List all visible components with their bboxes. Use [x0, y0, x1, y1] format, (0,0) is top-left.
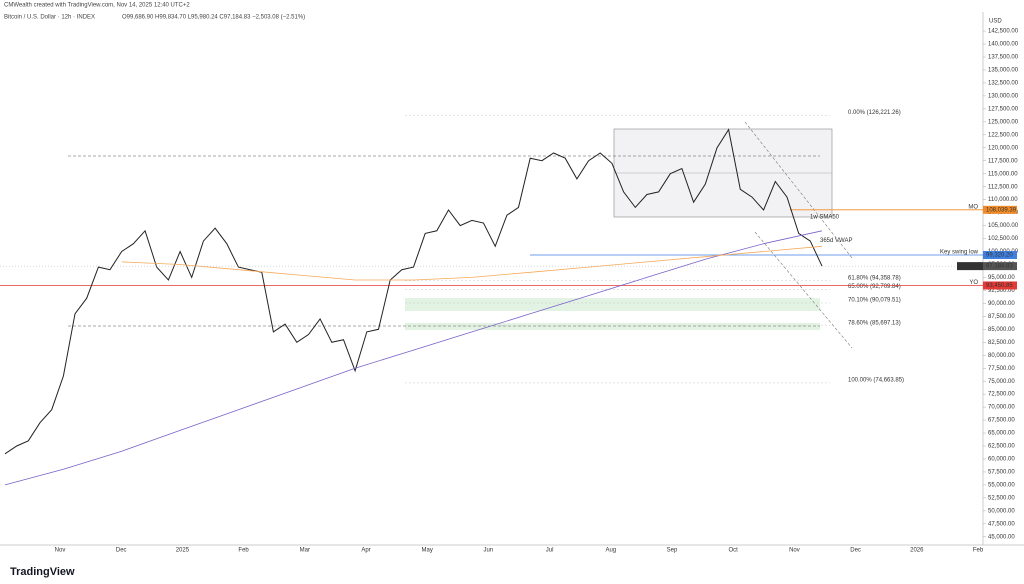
- y-tick-label: 117,500.00: [988, 158, 1018, 164]
- zone: [405, 298, 820, 311]
- y-tick-label: 122,500.00: [988, 132, 1019, 138]
- y-tick-label: 142,500.00: [988, 29, 1019, 35]
- y-tick-label: 90,000.00: [988, 301, 1015, 307]
- y-tick-label: 127,500.00: [988, 106, 1019, 112]
- x-tick-label: 2026: [910, 548, 924, 554]
- y-tick-label: 140,000.00: [988, 42, 1019, 48]
- ohlc: O99,686.90 H99,834.70 L95,980.24 C97,184…: [122, 15, 305, 21]
- series-line: [4, 128, 823, 455]
- level-tag: [983, 205, 1017, 214]
- y-tick-label: 72,500.00: [988, 392, 1015, 398]
- y-tick-label: 55,000.00: [988, 482, 1015, 488]
- series-name: 1w SMA50: [810, 214, 840, 220]
- y-tick-label: 50,000.00: [988, 508, 1015, 514]
- fib-label: 78.60% (85,697.13): [848, 320, 901, 326]
- last-tag: [983, 262, 1017, 271]
- symbol-tag: [957, 262, 983, 271]
- zone: [405, 323, 820, 330]
- x-tick-label: Jun: [484, 548, 494, 554]
- level-name: MO: [968, 204, 978, 210]
- y-tick-label: 52,500.00: [988, 495, 1015, 501]
- y-tick-label: 125,000.00: [988, 119, 1019, 125]
- y-tick-label: 102,500.00: [988, 236, 1019, 242]
- level-name: YO: [969, 280, 978, 286]
- x-tick-label: Oct: [729, 548, 739, 554]
- y-tick-label: 135,000.00: [988, 68, 1019, 74]
- y-tick-label: 70,000.00: [988, 405, 1015, 411]
- x-tick-label: Dec: [850, 548, 861, 554]
- y-tick-label: 120,000.00: [988, 145, 1019, 151]
- x-tick-label: Jul: [546, 548, 554, 554]
- level-name: Key swing low: [940, 250, 979, 256]
- last-tag-label: 97,184.83: [986, 264, 1013, 270]
- level-tag: [983, 281, 1017, 290]
- x-tick-label: May: [422, 548, 433, 554]
- symbol: Bitcoin / U.S. Dollar · 12h · INDEX: [4, 15, 95, 21]
- channel-line: [744, 121, 853, 259]
- x-tick-label: Aug: [605, 548, 616, 554]
- y-tick-label: 62,500.00: [988, 444, 1015, 450]
- y-tick-label: 75,000.00: [988, 379, 1015, 385]
- y-tick-label: 132,500.00: [988, 81, 1019, 87]
- x-tick-label: Nov: [789, 548, 800, 554]
- y-tick-label: 130,000.00: [988, 93, 1019, 99]
- y-tick-label: 65,000.00: [988, 431, 1015, 437]
- level-tag-label: 108,039.39: [986, 207, 1017, 213]
- y-tick-label: 82,500.00: [988, 340, 1015, 346]
- y-tick-label: 45,000.00: [988, 534, 1015, 540]
- y-tick-label: 105,000.00: [988, 223, 1019, 229]
- x-tick-label: Dec: [116, 548, 127, 554]
- y-tick-label: 87,500.00: [988, 314, 1015, 320]
- y-tick-label: 95,000.00: [988, 275, 1015, 281]
- credit: CMWealth created with TradingView.com, N…: [4, 3, 190, 9]
- y-tick-label: 110,000.00: [988, 197, 1018, 203]
- y-tick-label: 77,500.00: [988, 366, 1015, 372]
- x-tick-label: Feb: [973, 548, 984, 554]
- y-tick-label: 80,000.00: [988, 353, 1015, 359]
- x-tick-label: Apr: [361, 548, 370, 554]
- x-tick-label: Mar: [300, 548, 310, 554]
- x-tick-label: 2025: [176, 548, 190, 554]
- series-line: [121, 245, 823, 281]
- x-tick-label: Sep: [667, 548, 678, 554]
- y-tick-label: 57,500.00: [988, 470, 1015, 476]
- fib-label: 100.00% (74,663.85): [848, 377, 904, 383]
- series-line: [4, 230, 823, 486]
- x-tick-label: Feb: [238, 548, 249, 554]
- y-tick-label: 137,500.00: [988, 55, 1019, 61]
- y-tick-label: 112,500.00: [988, 184, 1018, 190]
- symbol-tag-label: BTCUSD: [959, 263, 980, 269]
- brand: TradingView: [10, 566, 75, 578]
- y-tick-label: 85,000.00: [988, 327, 1015, 333]
- series-name: 365d VWAP: [820, 238, 852, 244]
- currency: USD: [989, 19, 1002, 25]
- level-tag-label: 93,450.85: [986, 283, 1013, 289]
- fib-label: 70.10% (90,079.51): [848, 298, 901, 304]
- level-tag-label: 99,320.20: [986, 253, 1013, 259]
- fib-label: 65.00% (92,709.84): [848, 284, 901, 290]
- level-tag: [983, 251, 1017, 260]
- fib-label: 0.00% (126,221.26): [848, 110, 901, 116]
- y-tick-label: 92,500.00: [988, 288, 1015, 294]
- y-tick-label: 60,000.00: [988, 457, 1015, 463]
- x-tick-label: Nov: [55, 548, 66, 554]
- channel-line: [754, 231, 853, 349]
- y-tick-label: 115,000.00: [988, 171, 1018, 177]
- y-tick-label: 47,500.00: [988, 521, 1015, 527]
- y-tick-label: 67,500.00: [988, 418, 1015, 424]
- fib-label: 61.80% (94,358.78): [848, 275, 901, 281]
